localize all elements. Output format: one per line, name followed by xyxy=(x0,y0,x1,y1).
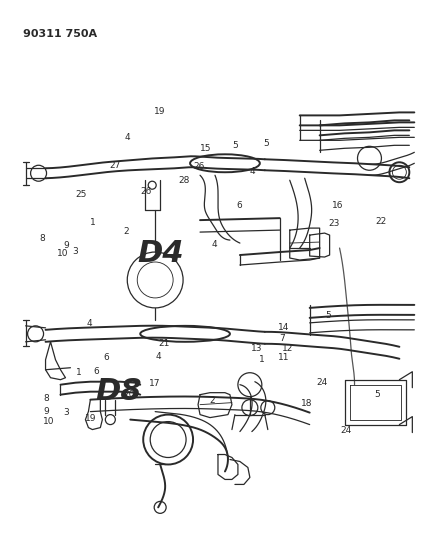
Text: 6: 6 xyxy=(237,201,243,210)
Text: 2: 2 xyxy=(209,396,215,405)
Text: D4: D4 xyxy=(137,239,184,268)
Text: 5: 5 xyxy=(264,139,269,148)
Text: 19: 19 xyxy=(85,414,97,423)
Text: 5: 5 xyxy=(233,141,238,150)
Text: 4: 4 xyxy=(211,240,217,249)
Text: 4: 4 xyxy=(156,352,161,361)
Text: 21: 21 xyxy=(158,339,170,348)
Text: 22: 22 xyxy=(376,217,387,226)
Text: 9: 9 xyxy=(63,241,69,250)
Text: 9: 9 xyxy=(43,407,49,416)
Text: 13: 13 xyxy=(251,344,262,353)
Text: 26: 26 xyxy=(194,162,205,171)
Text: 19: 19 xyxy=(154,107,165,116)
Text: 3: 3 xyxy=(63,408,69,417)
Text: 1: 1 xyxy=(76,368,81,377)
Text: 6: 6 xyxy=(104,353,110,362)
Text: 18: 18 xyxy=(301,399,313,408)
Text: 23: 23 xyxy=(328,220,340,229)
Text: 8: 8 xyxy=(43,394,49,403)
Text: 1: 1 xyxy=(260,355,265,364)
Text: 20: 20 xyxy=(123,390,135,399)
Text: 6: 6 xyxy=(94,367,100,376)
Text: 24: 24 xyxy=(340,426,351,435)
Text: 28: 28 xyxy=(178,176,189,185)
Text: 4: 4 xyxy=(125,133,130,142)
Text: 3: 3 xyxy=(73,247,78,256)
Text: 12: 12 xyxy=(282,344,293,353)
Text: 15: 15 xyxy=(200,144,212,153)
Text: 10: 10 xyxy=(43,417,55,426)
Text: 10: 10 xyxy=(57,249,69,258)
Text: 7: 7 xyxy=(279,334,284,343)
Text: 14: 14 xyxy=(278,323,289,332)
Text: 1: 1 xyxy=(89,219,95,228)
Text: 2: 2 xyxy=(123,228,129,237)
Text: 90311 750A: 90311 750A xyxy=(23,29,97,38)
Text: 17: 17 xyxy=(149,379,160,388)
Text: 8: 8 xyxy=(39,235,45,244)
Text: 5: 5 xyxy=(374,390,380,399)
Text: 5: 5 xyxy=(325,311,331,320)
Text: 4: 4 xyxy=(249,167,255,176)
Text: D8: D8 xyxy=(95,377,142,406)
Text: 4: 4 xyxy=(86,319,92,328)
Text: 27: 27 xyxy=(109,161,121,170)
Text: 11: 11 xyxy=(278,353,289,362)
Text: 24: 24 xyxy=(317,378,328,387)
Text: 26: 26 xyxy=(140,187,151,196)
Text: 16: 16 xyxy=(332,201,344,210)
Text: 25: 25 xyxy=(76,190,87,199)
